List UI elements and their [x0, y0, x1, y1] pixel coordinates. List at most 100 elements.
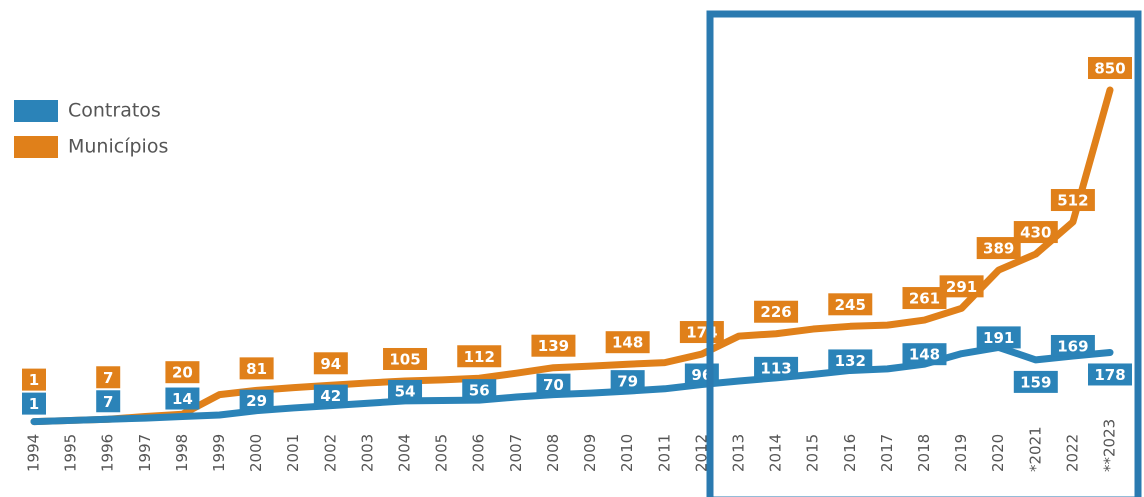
data-label: 20: [172, 364, 193, 382]
data-label: 14: [172, 390, 193, 408]
data-label: 191: [983, 329, 1014, 347]
data-label: 94: [320, 355, 341, 373]
data-label-bg: [165, 361, 200, 384]
x-tick-label: 2013: [729, 434, 747, 472]
data-label: 79: [617, 373, 638, 391]
data-label: 42: [320, 387, 341, 405]
data-label-bg: [939, 275, 984, 298]
data-label: 56: [469, 382, 490, 400]
data-label: 105: [389, 350, 420, 368]
x-tick-label: 1999: [210, 434, 228, 472]
series-line: [30, 86, 1114, 426]
x-tick-label: 2005: [433, 434, 451, 472]
data-label-bg: [902, 343, 947, 366]
data-label-bg: [1050, 189, 1095, 212]
data-label: 430: [1020, 224, 1051, 242]
x-tick-label: *2021: [1026, 426, 1044, 472]
data-label: 81: [246, 360, 267, 378]
x-tick-label: 1995: [62, 434, 80, 472]
x-tick-label: 1998: [173, 434, 191, 472]
data-label: 7: [103, 393, 113, 411]
data-label: 113: [760, 359, 791, 377]
x-tick-label: 2014: [767, 434, 785, 472]
x-tick-label: 2010: [618, 434, 636, 472]
data-label: 70: [543, 376, 564, 394]
x-tick-label: 2003: [358, 434, 376, 472]
data-label-bg: [531, 334, 576, 357]
data-label-bg: [610, 370, 645, 393]
data-label-bg: [457, 345, 502, 368]
data-label: 169: [1057, 337, 1088, 355]
legend-label: Contratos: [68, 100, 161, 122]
x-tick-label: 2004: [396, 434, 414, 472]
data-label: 7: [103, 369, 113, 387]
x-tick-label: 2000: [247, 434, 265, 472]
data-label-bg: [1013, 370, 1058, 393]
x-tick-label: **2023: [1101, 419, 1119, 472]
x-tick-label: 2022: [1063, 434, 1081, 472]
legend-swatch: [14, 136, 58, 158]
data-label-bg: [1088, 57, 1132, 79]
data-label: 132: [835, 352, 866, 370]
x-tick-label: 2019: [952, 434, 970, 472]
data-label: 1: [29, 395, 39, 413]
data-label-bg: [828, 349, 873, 372]
x-tick-label: 2006: [470, 434, 488, 472]
data-label: 139: [538, 337, 569, 355]
data-label-bg: [1050, 334, 1095, 357]
highlight-box: [706, 10, 1142, 497]
data-label-bg: [239, 357, 274, 380]
legend-label: Municípios: [68, 136, 168, 158]
data-label: 1: [29, 371, 39, 389]
x-tick-label: 2009: [581, 434, 599, 472]
data-label-bg: [902, 287, 947, 310]
data-label-bg: [239, 389, 274, 412]
data-label-bg: [96, 366, 121, 389]
data-label-bg: [96, 390, 121, 413]
data-label-bg: [22, 368, 46, 391]
data-label-bg: [976, 237, 1021, 260]
x-tick-label: 2020: [989, 434, 1007, 472]
data-label-bg: [165, 387, 200, 410]
legend-swatch: [14, 100, 58, 122]
data-label-bg: [1088, 363, 1132, 386]
data-label-bg: [536, 373, 571, 396]
x-tick-label: 2011: [655, 434, 673, 472]
data-label: 148: [612, 334, 643, 352]
data-label: 159: [1020, 373, 1051, 391]
x-tick-label: 2018: [915, 434, 933, 472]
data-label: 245: [835, 296, 866, 314]
data-label-bg: [462, 379, 497, 402]
x-tick-label: 2017: [878, 434, 896, 472]
data-label-bg: [1013, 221, 1058, 244]
data-label: 54: [395, 382, 416, 400]
data-label-bg: [754, 300, 799, 323]
data-label: 291: [946, 278, 977, 296]
data-label: 148: [909, 346, 940, 364]
data-label: 512: [1057, 192, 1088, 210]
data-label-bg: [754, 356, 799, 379]
x-tick-label: 2016: [841, 434, 859, 472]
data-label: 112: [464, 348, 495, 366]
data-label-bg: [605, 331, 650, 354]
data-label-bg: [22, 392, 46, 415]
x-tick-label: 1996: [99, 434, 117, 472]
x-tick-label: 2002: [321, 434, 339, 472]
data-label-bg: [313, 384, 348, 407]
x-tick-label: 2015: [804, 434, 822, 472]
data-label-bg: [383, 347, 428, 370]
x-tick-label: 2012: [692, 434, 710, 472]
data-label-bg: [828, 293, 873, 316]
data-label-bg: [313, 352, 348, 375]
data-label: 226: [760, 303, 791, 321]
data-label: 261: [909, 290, 940, 308]
x-tick-label: 2007: [507, 434, 525, 472]
x-tick-label: 1994: [25, 434, 43, 472]
data-label-bg: [388, 379, 423, 402]
data-label-bg: [976, 326, 1021, 349]
data-label: 178: [1094, 366, 1125, 384]
x-tick-label: 2001: [284, 434, 302, 472]
x-tick-label: 1997: [136, 434, 154, 472]
data-label: 850: [1094, 60, 1125, 78]
